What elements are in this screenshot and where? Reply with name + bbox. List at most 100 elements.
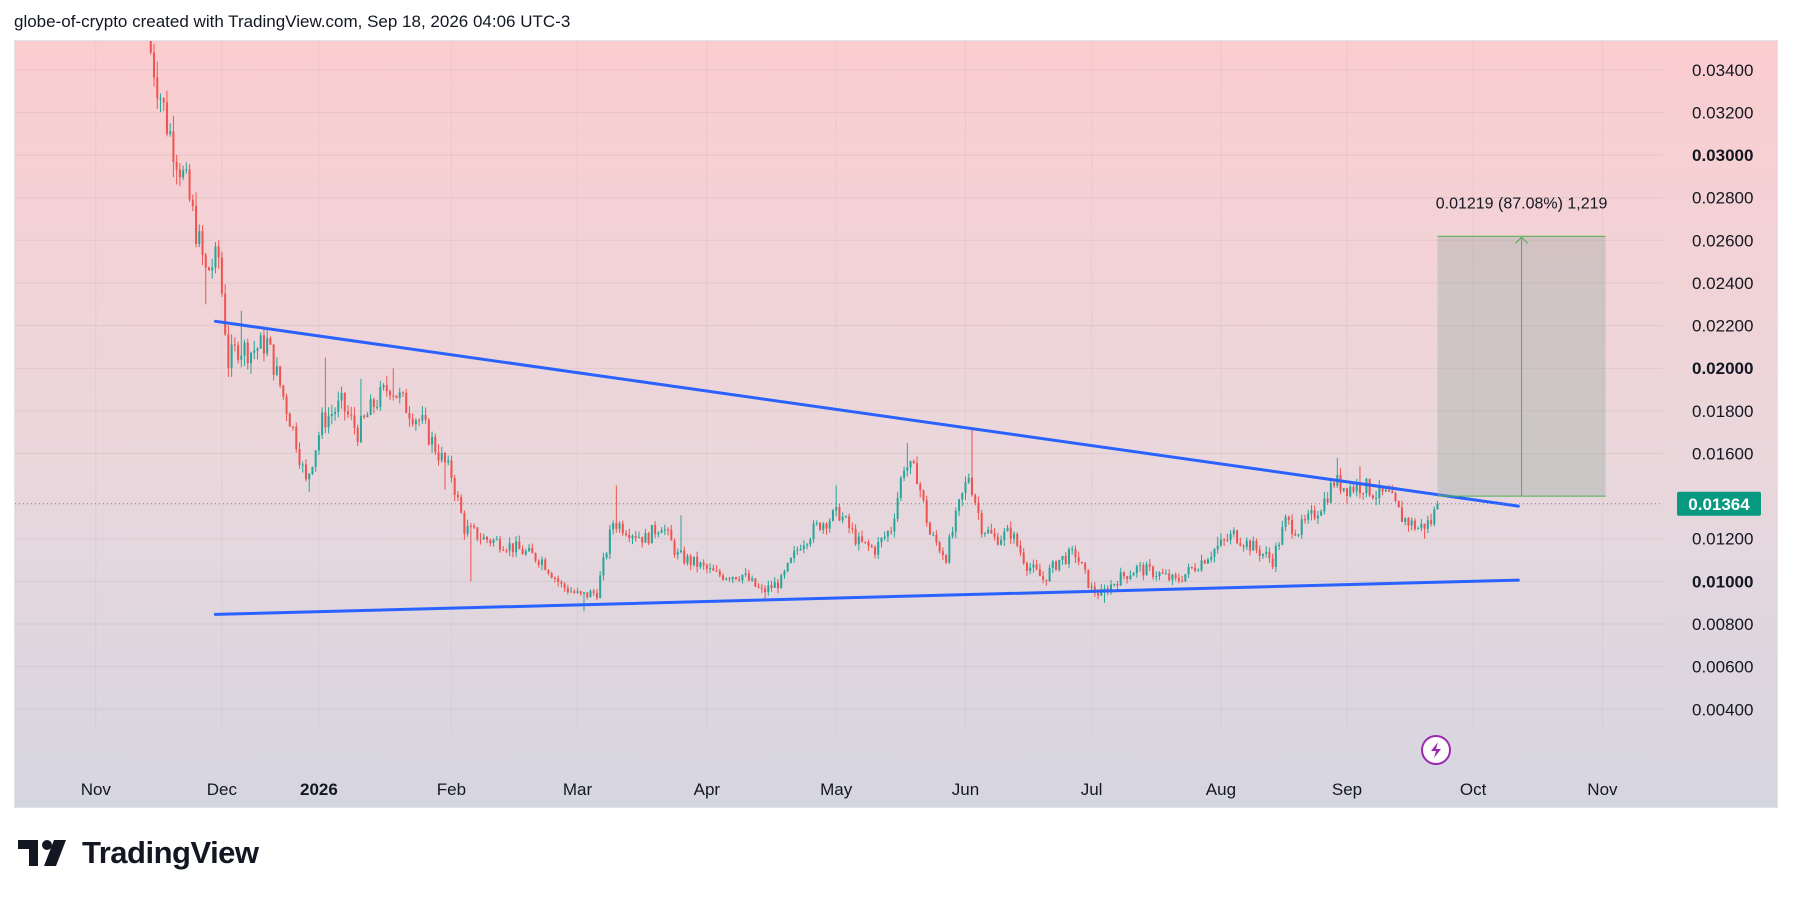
candle-body <box>1109 584 1112 593</box>
candle-body <box>376 406 379 408</box>
candle-body <box>1077 557 1080 562</box>
candle-body <box>1213 549 1216 557</box>
candle-body <box>434 436 437 453</box>
chart-background <box>15 41 1777 807</box>
candle-body <box>237 345 240 360</box>
candle-body <box>1297 534 1300 536</box>
trendline-support <box>213 578 1520 616</box>
candle-body <box>841 516 844 521</box>
candle-body <box>524 551 527 555</box>
candle-body <box>495 539 498 541</box>
chart-canvas[interactable]: 0.01219 (87.08%) 1,219 0.034000.032000.0… <box>15 41 1777 807</box>
candle-body <box>405 392 408 414</box>
candle-body <box>207 267 210 271</box>
candle-body <box>253 350 256 353</box>
candle-body <box>1135 566 1138 574</box>
candle-body <box>744 573 747 575</box>
candle-body <box>1323 498 1326 512</box>
candle-body <box>602 557 605 576</box>
candle-body <box>256 348 259 351</box>
tradingview-logo[interactable]: TradingView <box>18 835 259 870</box>
candle-body <box>673 540 676 555</box>
candle-body <box>498 539 501 550</box>
candle-body <box>1064 556 1067 564</box>
time-axis[interactable]: Nov Dec 2026 Feb Mar Apr May Jun Jul Aug Sep Oct Nov <box>81 780 1618 799</box>
candle-body <box>1245 540 1248 547</box>
candle-body <box>699 562 702 567</box>
candle-body <box>1119 572 1122 586</box>
candle-body <box>560 581 563 584</box>
y-tick-label: 0.01000 <box>1692 572 1753 591</box>
candle-body <box>612 523 615 530</box>
candle-body <box>776 582 779 589</box>
candle-body <box>1177 578 1180 581</box>
candle-body <box>178 169 181 178</box>
candle-body <box>521 549 524 555</box>
candle-body <box>1316 515 1319 519</box>
x-tick-label: 2026 <box>300 780 338 799</box>
candle-body <box>599 575 602 598</box>
candle-body <box>848 516 851 528</box>
candle-body <box>657 532 660 535</box>
candle-body <box>466 525 469 534</box>
candle-body <box>974 494 977 504</box>
candle-body <box>1045 579 1048 582</box>
candle-body <box>169 131 172 134</box>
candle-body <box>1430 520 1433 524</box>
candle-body <box>1303 519 1306 521</box>
candle-body <box>220 257 223 294</box>
candle-body <box>382 384 385 388</box>
candle-body <box>767 585 770 593</box>
candle-body <box>1375 497 1378 499</box>
candle-body <box>1051 561 1054 568</box>
candle-body <box>896 497 899 519</box>
candle-body <box>566 587 569 593</box>
candle-body <box>460 497 463 513</box>
candle-body <box>1274 546 1277 567</box>
current-price-badge <box>1677 491 1761 516</box>
candle-body <box>909 461 912 468</box>
candle-body <box>359 415 362 442</box>
candle-body <box>1016 533 1019 546</box>
candle-body <box>547 569 550 574</box>
candle-body <box>553 578 556 580</box>
candle-body <box>1184 574 1187 582</box>
alert-lightning-icon[interactable] <box>1421 735 1451 765</box>
candle-body <box>608 529 611 554</box>
candle-body <box>1226 539 1229 541</box>
candle-body <box>637 536 640 538</box>
candle-body <box>188 169 191 200</box>
candle-body <box>1400 507 1403 523</box>
candle-body <box>1116 583 1119 586</box>
y-tick-label: 0.03000 <box>1692 146 1753 165</box>
candle-body <box>308 473 311 480</box>
candle-body <box>1145 564 1148 576</box>
candle-body <box>1181 580 1184 582</box>
candle-body <box>272 344 275 375</box>
candle-body <box>941 551 944 556</box>
candle-body <box>544 559 547 570</box>
drawing-overlays: 0.01219 (87.08%) 1,219 <box>15 195 1663 616</box>
price-chart[interactable]: 0.01219 (87.08%) 1,219 0.03400 0.03200 0.0… <box>14 40 1778 808</box>
candle-body <box>411 418 414 425</box>
candle-body <box>1174 574 1177 579</box>
candle-body <box>443 452 446 463</box>
candle-body <box>990 529 993 534</box>
candle-body <box>576 591 579 593</box>
candle-body <box>175 161 178 170</box>
candle-body <box>806 544 809 546</box>
candle-body <box>1187 567 1190 575</box>
candle-body <box>696 556 699 567</box>
candle-body <box>250 352 253 364</box>
candle-body <box>440 452 443 461</box>
candle-body <box>958 499 961 511</box>
candle-body <box>786 562 789 572</box>
candle-body <box>363 415 366 418</box>
candle-body <box>1168 573 1171 581</box>
price-axis[interactable]: 0.03400 0.03200 0.03000 0.02800 0.02600 0.024… <box>1677 61 1761 719</box>
x-tick-label: Dec <box>207 780 238 799</box>
candle-body <box>398 392 401 398</box>
candle-body <box>928 523 931 535</box>
candle-body <box>1206 559 1209 564</box>
candle-body <box>822 523 825 530</box>
